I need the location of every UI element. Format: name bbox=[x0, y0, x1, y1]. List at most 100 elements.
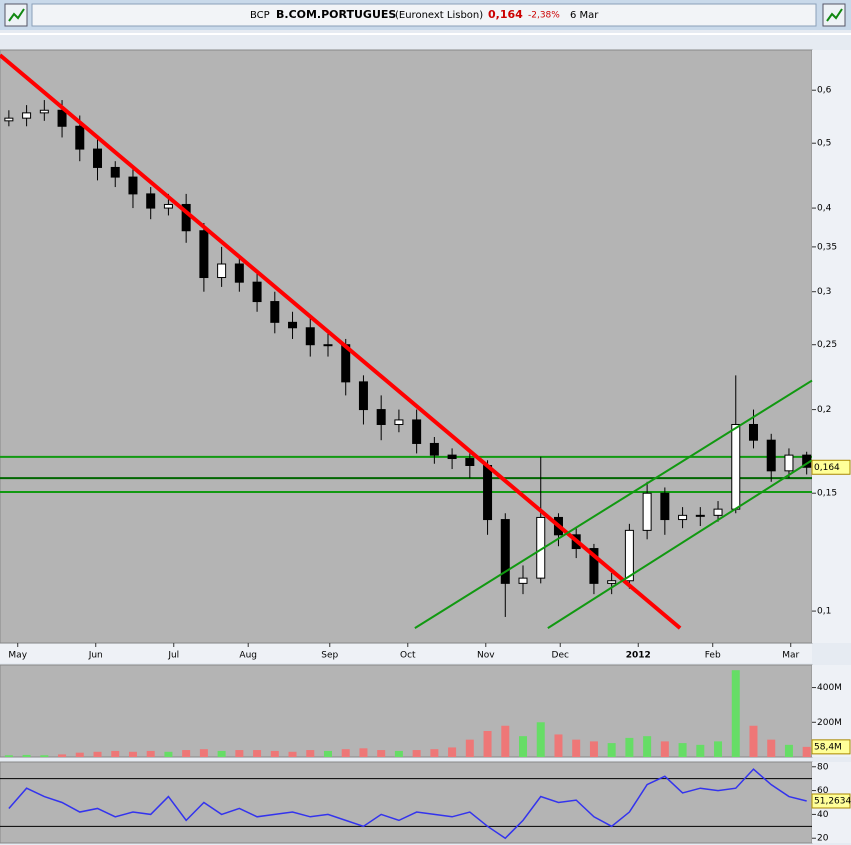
candle-body bbox=[678, 514, 688, 521]
volume-bar bbox=[412, 750, 421, 757]
volume-bar bbox=[111, 750, 120, 757]
candle-body bbox=[589, 548, 599, 584]
volume-bar bbox=[128, 751, 137, 757]
candle-body bbox=[465, 458, 475, 466]
x-tick-label: Oct bbox=[400, 651, 416, 661]
volume-bar bbox=[22, 754, 31, 757]
volume-bar bbox=[767, 739, 776, 757]
y-tick-label: 0,25 bbox=[817, 340, 837, 350]
last-value-label: 58,4M bbox=[814, 742, 842, 752]
volume-bar bbox=[607, 743, 616, 757]
candle-body bbox=[163, 203, 173, 209]
axis-area bbox=[812, 50, 851, 643]
volume-bar bbox=[554, 734, 563, 757]
x-tick-label: Dec bbox=[552, 651, 569, 661]
candle-body bbox=[75, 125, 85, 150]
candle-body bbox=[607, 580, 617, 584]
last-value-box bbox=[811, 459, 851, 475]
candle-body bbox=[483, 464, 493, 521]
volume-bar bbox=[288, 751, 297, 757]
volume-bar bbox=[199, 749, 208, 757]
candle-body bbox=[110, 166, 120, 178]
volume-bar bbox=[643, 736, 652, 757]
candle-body bbox=[305, 327, 315, 346]
left-icon[interactable] bbox=[4, 3, 28, 27]
trend-line bbox=[414, 379, 813, 629]
x-tick-label: Aug bbox=[239, 651, 257, 661]
volume-bar bbox=[235, 750, 244, 757]
candle-body bbox=[288, 321, 298, 329]
candle-body bbox=[270, 301, 280, 323]
x-tick-label: Nov bbox=[477, 651, 495, 661]
candle-body bbox=[748, 423, 758, 441]
y-tick-label: 0,2 bbox=[817, 405, 831, 415]
candle-body bbox=[128, 176, 138, 195]
volume-bar bbox=[660, 741, 669, 757]
volume-bar bbox=[696, 744, 705, 757]
last-value-box bbox=[811, 739, 851, 755]
volume-bar bbox=[501, 725, 510, 757]
x-axis-area bbox=[0, 644, 812, 663]
x-tick-label: 2012 bbox=[626, 651, 651, 661]
name: B.COM.PORTUGUES bbox=[276, 8, 396, 21]
volume-bar bbox=[448, 747, 457, 757]
plot-area bbox=[0, 761, 813, 844]
candle-body bbox=[323, 344, 333, 347]
volume-bar bbox=[802, 746, 811, 757]
candle-body bbox=[252, 281, 262, 303]
candle-body bbox=[199, 230, 209, 279]
volume-bar bbox=[714, 741, 723, 757]
candle-body bbox=[784, 454, 794, 472]
volume-bar bbox=[58, 754, 67, 757]
y-tick-label: 200M bbox=[817, 718, 842, 728]
volume-bar bbox=[253, 750, 262, 757]
volume-bar bbox=[536, 722, 545, 757]
last-value-box bbox=[811, 793, 851, 809]
y-tick-label: 0,4 bbox=[817, 204, 832, 214]
y-tick-label: 0,3 bbox=[817, 287, 831, 297]
candle-body bbox=[412, 419, 422, 444]
candle-body bbox=[695, 514, 705, 517]
plot-area bbox=[0, 49, 813, 644]
candle-body bbox=[660, 492, 670, 521]
y-tick-label: 40 bbox=[817, 810, 829, 820]
volume-bar bbox=[75, 752, 84, 757]
candle-body bbox=[358, 381, 368, 411]
last-value-label: 0,164 bbox=[814, 463, 840, 473]
candle-body bbox=[731, 423, 741, 510]
x-tick-label: Sep bbox=[321, 651, 338, 661]
volume-bar bbox=[93, 751, 102, 757]
y-tick-label: 80 bbox=[817, 762, 829, 772]
x-tick-label: Mar bbox=[782, 651, 799, 661]
volume-bar bbox=[430, 749, 439, 757]
right-icon[interactable] bbox=[822, 3, 846, 27]
symbol: BCP bbox=[250, 10, 270, 21]
icon-glyph bbox=[826, 8, 843, 22]
volume-bar bbox=[306, 750, 315, 757]
volume-bar bbox=[784, 744, 793, 757]
volume-bar bbox=[394, 750, 403, 757]
candle-body bbox=[376, 409, 386, 425]
volume-bar bbox=[217, 750, 226, 757]
title-box bbox=[31, 3, 817, 27]
date: 6 Mar bbox=[570, 10, 599, 21]
trend-line bbox=[547, 459, 813, 629]
candle-body bbox=[4, 117, 14, 122]
candle-body bbox=[22, 112, 32, 119]
change: -2,38% bbox=[528, 11, 560, 21]
y-tick-label: 0,5 bbox=[817, 139, 831, 149]
exchange: (Euronext Lisbon) bbox=[395, 10, 483, 21]
candle-body bbox=[39, 109, 49, 114]
candle-body bbox=[624, 529, 634, 582]
y-tick-label: 400M bbox=[817, 683, 842, 693]
y-tick-label: 0,35 bbox=[817, 242, 837, 252]
volume-bar bbox=[377, 750, 386, 757]
candle-body bbox=[429, 442, 439, 456]
candle-body bbox=[713, 508, 723, 516]
x-tick-label: Jul bbox=[167, 651, 179, 661]
volume-bar bbox=[731, 670, 740, 757]
y-tick-label: 0,15 bbox=[817, 489, 837, 499]
plot-area bbox=[0, 664, 813, 758]
rsi-line bbox=[8, 768, 807, 840]
